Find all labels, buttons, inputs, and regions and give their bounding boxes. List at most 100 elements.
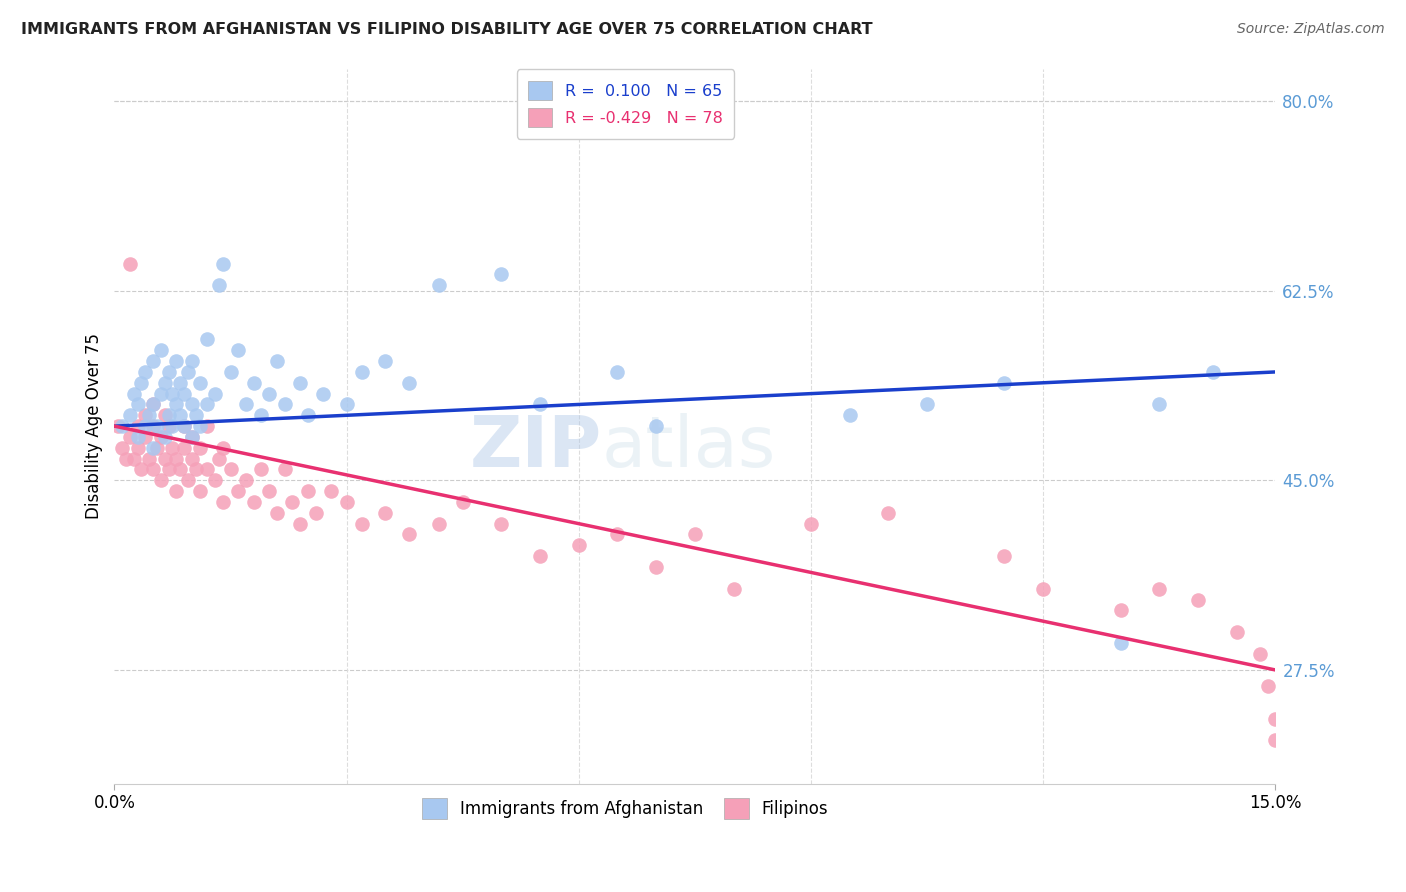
Point <box>219 365 242 379</box>
Point <box>606 527 628 541</box>
Point <box>188 484 211 499</box>
Point <box>188 419 211 434</box>
Point <box>153 430 176 444</box>
Point <box>235 473 257 487</box>
Point <box>134 409 156 423</box>
Point <box>1202 365 1225 379</box>
Point <box>352 516 374 531</box>
Point <box>153 409 176 423</box>
Point <box>1257 679 1279 693</box>
Point <box>211 495 233 509</box>
Point <box>122 451 145 466</box>
Text: IMMIGRANTS FROM AFGHANISTAN VS FILIPINO DISABILITY AGE OVER 75 CORRELATION CHART: IMMIGRANTS FROM AFGHANISTAN VS FILIPINO … <box>21 22 873 37</box>
Point <box>127 441 149 455</box>
Point <box>177 365 200 379</box>
Point <box>153 451 176 466</box>
Point <box>398 376 420 390</box>
Point <box>173 441 195 455</box>
Point <box>529 397 551 411</box>
Point <box>142 419 165 434</box>
Point <box>800 516 823 531</box>
Point <box>266 506 288 520</box>
Point <box>838 409 860 423</box>
Point <box>169 462 191 476</box>
Point <box>281 495 304 509</box>
Point <box>374 354 396 368</box>
Point <box>180 354 202 368</box>
Point <box>336 397 359 411</box>
Point <box>146 419 169 434</box>
Point <box>169 409 191 423</box>
Point <box>162 419 184 434</box>
Point <box>195 333 218 347</box>
Point <box>165 397 187 411</box>
Point <box>195 462 218 476</box>
Point <box>142 441 165 455</box>
Point <box>257 484 280 499</box>
Point <box>398 527 420 541</box>
Text: Source: ZipAtlas.com: Source: ZipAtlas.com <box>1237 22 1385 37</box>
Point <box>219 462 242 476</box>
Point <box>169 376 191 390</box>
Point <box>134 430 156 444</box>
Point <box>134 419 156 434</box>
Point <box>142 397 165 411</box>
Text: atlas: atlas <box>602 413 776 482</box>
Point <box>157 365 180 379</box>
Point <box>491 516 513 531</box>
Point <box>165 354 187 368</box>
Point <box>142 397 165 411</box>
Y-axis label: Disability Age Over 75: Disability Age Over 75 <box>86 333 103 519</box>
Point <box>1147 582 1170 596</box>
Point <box>297 484 319 499</box>
Point <box>915 397 938 411</box>
Point <box>208 451 231 466</box>
Point <box>118 256 141 270</box>
Point <box>211 441 233 455</box>
Point <box>162 441 184 455</box>
Point <box>723 582 745 596</box>
Point <box>195 419 218 434</box>
Point <box>1187 592 1209 607</box>
Point <box>165 451 187 466</box>
Point <box>1226 625 1249 640</box>
Point <box>180 397 202 411</box>
Point <box>149 473 172 487</box>
Point <box>273 462 295 476</box>
Point <box>204 473 226 487</box>
Point <box>1147 397 1170 411</box>
Point <box>568 538 591 552</box>
Point <box>606 365 628 379</box>
Point <box>321 484 343 499</box>
Point <box>352 365 374 379</box>
Point <box>149 386 172 401</box>
Point <box>157 409 180 423</box>
Point <box>211 256 233 270</box>
Point <box>312 386 335 401</box>
Point <box>1264 712 1286 726</box>
Point <box>142 354 165 368</box>
Point <box>153 376 176 390</box>
Point <box>188 376 211 390</box>
Point <box>242 495 264 509</box>
Point <box>173 419 195 434</box>
Point <box>1109 636 1132 650</box>
Point <box>491 268 513 282</box>
Point <box>165 484 187 499</box>
Point <box>138 409 160 423</box>
Point <box>127 397 149 411</box>
Point <box>250 462 273 476</box>
Point <box>142 462 165 476</box>
Point <box>288 376 311 390</box>
Point <box>131 462 153 476</box>
Point <box>157 419 180 434</box>
Point <box>877 506 900 520</box>
Point <box>146 441 169 455</box>
Point <box>250 409 273 423</box>
Point <box>149 430 172 444</box>
Point <box>451 495 474 509</box>
Point <box>226 343 249 358</box>
Point <box>208 278 231 293</box>
Point <box>111 441 134 455</box>
Point <box>111 419 134 434</box>
